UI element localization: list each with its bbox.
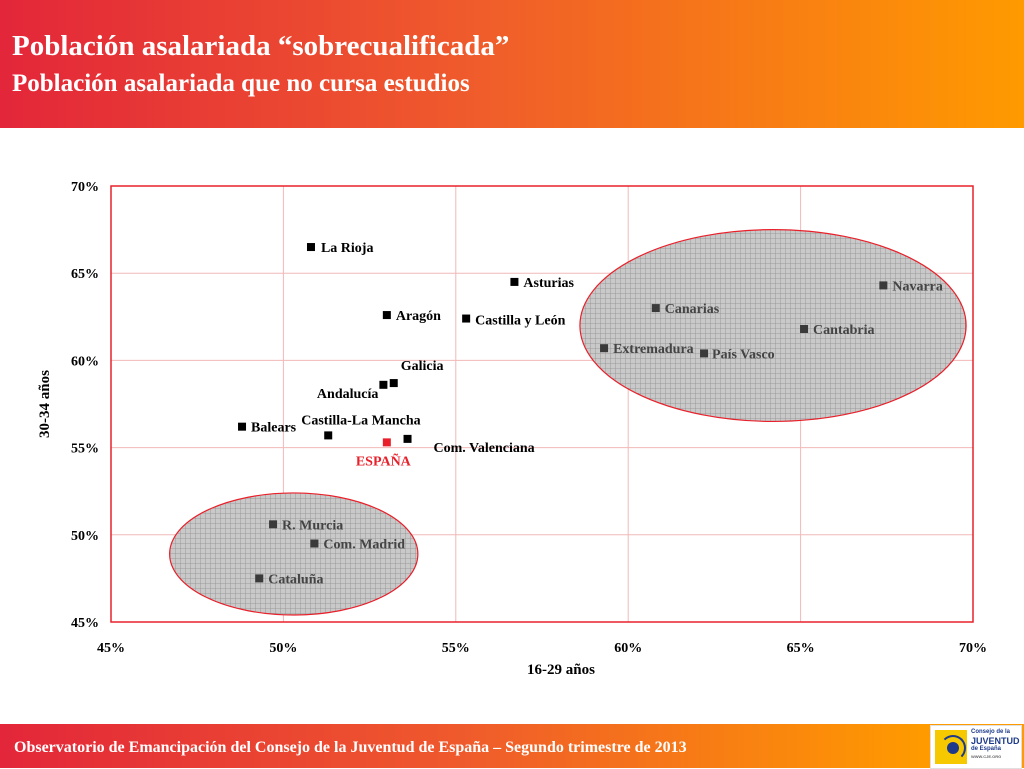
chart-area: 45% 50% 55% 60% 65% 70% 70% 65% 60% 55% 50% 45% La … bbox=[0, 128, 1024, 724]
axis-ticks: 45% 50% 55% 60% 65% 70% 70% 65% 60% 55% 50% 45% bbox=[71, 180, 987, 656]
data-points: La Rioja Asturias Aragón Castilla y León Gal… bbox=[238, 241, 943, 587]
point-label-balears: Balears bbox=[251, 421, 297, 436]
point-cantabria bbox=[800, 325, 809, 334]
point-aragon bbox=[382, 311, 391, 320]
x-tick-label: 65% bbox=[787, 641, 815, 656]
point-galicia bbox=[389, 379, 398, 388]
y-tick-label: 55% bbox=[71, 442, 99, 457]
y-tick-label: 65% bbox=[71, 267, 99, 282]
x-tick-label: 60% bbox=[614, 641, 642, 656]
point-com-valenciana bbox=[403, 434, 412, 443]
point-la-rioja bbox=[306, 243, 315, 252]
point-espana bbox=[382, 438, 391, 447]
point-label-cantabria: Cantabria bbox=[813, 323, 874, 338]
point-label-aragon: Aragón bbox=[396, 309, 441, 324]
point-cataluna bbox=[255, 574, 264, 583]
y-axis-label: 30-34 años bbox=[37, 370, 53, 438]
footer-text: Observatorio de Emancipación del Consejo… bbox=[14, 739, 687, 756]
cje-logo-text: Consejo de la JUVENTUD de España WWW.CJE… bbox=[971, 729, 1020, 759]
point-label-com-valenciana: Com. Valenciana bbox=[434, 441, 535, 456]
page-subtitle: Población asalariada que no cursa estudi… bbox=[12, 70, 470, 97]
point-label-navarra: Navarra bbox=[892, 279, 943, 294]
cje-logo-icon bbox=[935, 730, 967, 764]
point-label-canarias: Canarias bbox=[665, 302, 720, 317]
point-asturias bbox=[510, 277, 519, 286]
cluster-ellipses bbox=[169, 229, 967, 616]
point-label-asturias: Asturias bbox=[523, 276, 574, 291]
footer-banner: Observatorio de Emancipación del Consejo… bbox=[0, 724, 1024, 769]
cje-logo[interactable]: Consejo de la JUVENTUD de España WWW.CJE… bbox=[930, 725, 1022, 769]
y-tick-label: 45% bbox=[71, 616, 99, 631]
y-tick-label: 70% bbox=[71, 180, 99, 195]
x-axis-label: 16-29 años bbox=[527, 662, 595, 678]
point-label-andalucia: Andalucía bbox=[317, 387, 378, 402]
point-label-espana: ESPAÑA bbox=[356, 451, 412, 469]
point-extremadura bbox=[600, 344, 609, 353]
y-tick-label: 60% bbox=[71, 354, 99, 369]
point-label-galicia: Galicia bbox=[401, 359, 444, 374]
point-label-castilla-la-mancha: Castilla-La Mancha bbox=[301, 413, 420, 428]
point-label-extremadura: Extremadura bbox=[613, 342, 694, 357]
header-banner: Población asalariada “sobrecualificada” … bbox=[0, 0, 1024, 128]
point-com-madrid bbox=[310, 539, 319, 548]
point-castilla-la-mancha bbox=[324, 431, 333, 440]
point-label-pais-vasco: País Vasco bbox=[712, 347, 775, 362]
x-tick-label: 70% bbox=[959, 641, 987, 656]
page-title: Población asalariada “sobrecualificada” bbox=[12, 30, 510, 62]
y-tick-label: 50% bbox=[71, 529, 99, 544]
point-label-cataluna: Cataluña bbox=[268, 572, 323, 587]
point-label-com-madrid: Com. Madrid bbox=[323, 538, 405, 553]
point-balears bbox=[238, 422, 247, 431]
point-r-murcia bbox=[269, 520, 278, 529]
point-label-la-rioja: La Rioja bbox=[321, 241, 374, 256]
x-tick-label: 45% bbox=[97, 641, 125, 656]
point-andalucia bbox=[379, 380, 388, 389]
point-label-r-murcia: R. Murcia bbox=[282, 518, 343, 533]
point-canarias bbox=[651, 304, 660, 313]
plot-border bbox=[110, 185, 974, 623]
cluster-ellipse-low bbox=[169, 492, 419, 616]
x-tick-label: 50% bbox=[269, 641, 297, 656]
point-label-castilla-y-leon: Castilla y León bbox=[475, 314, 565, 329]
point-castilla-y-leon bbox=[462, 314, 471, 323]
scatter-chart: 45% 50% 55% 60% 65% 70% 70% 65% 60% 55% 50% 45% La … bbox=[37, 180, 987, 678]
x-tick-label: 55% bbox=[442, 641, 470, 656]
cluster-ellipse-high bbox=[579, 229, 967, 423]
point-pais-vasco bbox=[700, 349, 709, 358]
point-navarra bbox=[879, 281, 888, 290]
